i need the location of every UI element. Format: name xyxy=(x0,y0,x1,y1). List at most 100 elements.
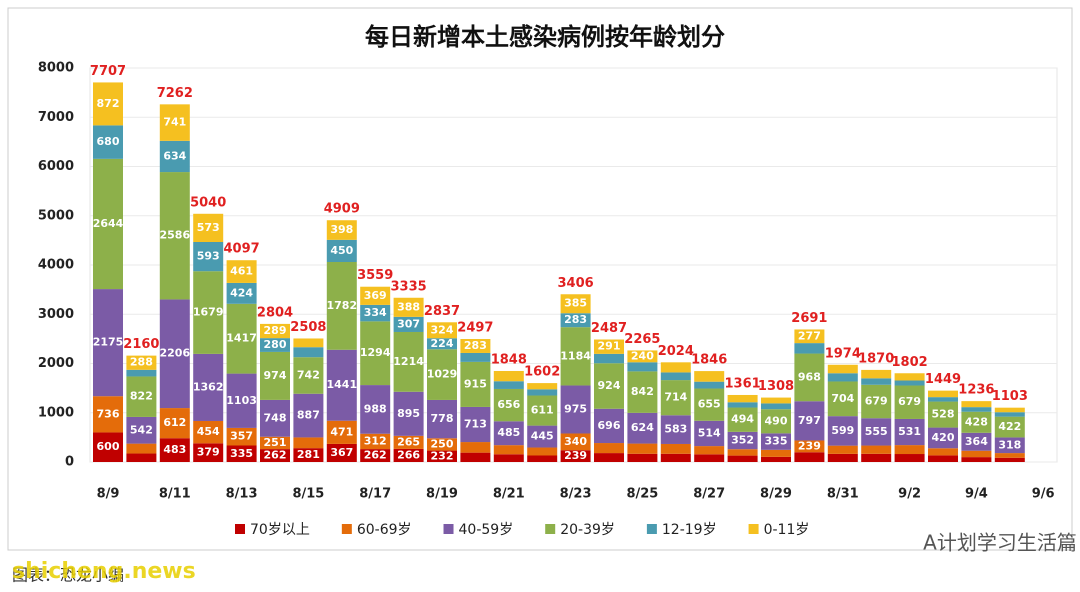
chart-title: 每日新增本土感染病例按年龄划分 xyxy=(365,23,725,51)
x-tick-label: 8/27 xyxy=(693,487,725,502)
bar-segment xyxy=(293,338,324,348)
bar-segment xyxy=(93,432,123,462)
segment-label: 324 xyxy=(431,323,454,336)
x-tick-label: 8/29 xyxy=(760,487,792,502)
segment-label: 289 xyxy=(264,324,287,337)
bar-segment xyxy=(326,220,357,240)
segment-label: 514 xyxy=(698,426,721,439)
bar-segment xyxy=(994,407,1025,413)
bar-segment xyxy=(326,239,357,262)
bar-segment xyxy=(427,322,457,339)
bar-segment xyxy=(193,443,224,462)
segment-label: 232 xyxy=(431,449,454,462)
segment-label: 778 xyxy=(431,412,454,425)
total-label: 1103 xyxy=(992,389,1028,404)
bar-segment xyxy=(861,445,892,454)
x-tick-label: 8/13 xyxy=(226,487,258,502)
y-tick-label: 2000 xyxy=(38,356,74,371)
bar-segment xyxy=(961,407,992,412)
legend-label: 12-19岁 xyxy=(662,522,717,538)
bar-segment xyxy=(594,339,624,354)
segment-label: 428 xyxy=(965,415,988,428)
bar-segment xyxy=(126,443,157,454)
segment-label: 1441 xyxy=(326,378,357,391)
bar-segment xyxy=(393,331,424,392)
total-label: 7707 xyxy=(90,64,126,79)
bar-segment xyxy=(827,381,858,417)
segment-label: 398 xyxy=(330,223,353,236)
segment-label: 531 xyxy=(898,425,921,438)
legend-swatch xyxy=(235,524,245,534)
bar-segment xyxy=(460,352,491,362)
bar-segment xyxy=(794,440,825,453)
bar-segment xyxy=(527,383,558,390)
segment-label: 842 xyxy=(631,385,654,398)
bar-segment xyxy=(928,455,958,462)
bar-segment xyxy=(727,449,758,456)
y-tick-label: 1000 xyxy=(38,405,74,420)
bar-segment xyxy=(560,327,591,386)
x-tick-label: 8/9 xyxy=(97,487,120,502)
bar-segment xyxy=(594,408,624,444)
segment-label: 262 xyxy=(264,449,287,462)
bar-segment xyxy=(293,437,324,449)
bar-segment xyxy=(326,420,357,444)
site-watermark: shicheng.news xyxy=(12,559,196,584)
bar-segment xyxy=(226,282,257,304)
legend-label: 0-11岁 xyxy=(764,522,810,538)
segment-label: 2206 xyxy=(159,347,190,360)
segment-label: 528 xyxy=(932,408,955,421)
total-label: 1308 xyxy=(758,379,794,394)
segment-label: 915 xyxy=(464,377,487,390)
segment-label: 2175 xyxy=(93,336,124,349)
bar-segment xyxy=(93,289,123,397)
bar-segment xyxy=(460,452,491,462)
y-tick-label: 5000 xyxy=(38,208,74,223)
bar-segment xyxy=(794,353,825,402)
segment-label: 424 xyxy=(230,286,253,299)
segment-label: 704 xyxy=(831,392,854,405)
bar-segment xyxy=(660,415,691,444)
segment-label: 924 xyxy=(598,379,621,392)
bar-segment xyxy=(527,389,558,396)
segment-label: 357 xyxy=(230,430,253,443)
segment-label: 887 xyxy=(297,409,320,422)
bar-segment xyxy=(427,349,457,400)
bar-segment xyxy=(560,385,591,434)
watermark: A计划学习生活篇 xyxy=(923,531,1077,555)
y-tick-label: 0 xyxy=(65,455,74,470)
segment-label: 240 xyxy=(631,349,654,362)
bar-segment xyxy=(126,416,157,444)
segment-label: 422 xyxy=(998,420,1021,433)
bar-segment xyxy=(193,213,224,243)
bar-segment xyxy=(493,370,524,382)
segment-label: 542 xyxy=(130,423,153,436)
segment-label: 490 xyxy=(765,414,788,427)
x-tick-label: 8/21 xyxy=(493,487,525,502)
bar-segment xyxy=(928,448,958,456)
bar-segment xyxy=(727,431,758,450)
segment-label: 367 xyxy=(330,446,353,459)
x-tick-label: 8/23 xyxy=(560,487,592,502)
bar-segment xyxy=(694,420,725,447)
bar-segment xyxy=(393,391,424,436)
segment-label: 822 xyxy=(130,390,153,403)
y-tick-label: 7000 xyxy=(38,110,74,125)
bar-segment xyxy=(427,338,457,350)
bar-segment xyxy=(393,297,424,317)
segment-label: 340 xyxy=(564,435,587,448)
bar-segment xyxy=(794,329,825,344)
segment-label: 352 xyxy=(731,434,754,447)
bar-segment xyxy=(627,362,658,372)
bar-segment xyxy=(159,438,190,462)
bar-segment xyxy=(260,338,290,352)
bar-segment xyxy=(994,457,1025,462)
segment-label: 280 xyxy=(264,338,287,351)
bar-segment xyxy=(894,418,925,446)
x-tick-label: 8/19 xyxy=(426,487,458,502)
bar-segment xyxy=(694,454,725,462)
segment-label: 450 xyxy=(330,244,353,257)
total-label: 2497 xyxy=(457,321,493,336)
segment-label: 262 xyxy=(364,449,387,462)
bar-segment xyxy=(727,407,758,432)
